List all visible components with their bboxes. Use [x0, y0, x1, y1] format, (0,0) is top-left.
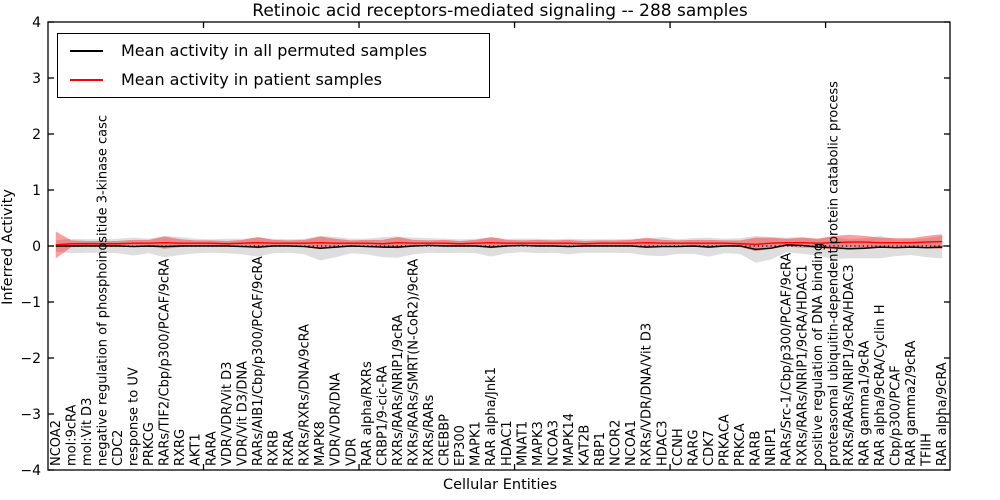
- x-category-label: RXRG: [173, 429, 188, 466]
- x-category-label: RAR gamma2/9cRA: [904, 340, 919, 466]
- x-category-label: RXRs/VDR/DNA/Vit D3: [640, 323, 655, 466]
- x-category-label: RXRs/RARs/SMRT(N-CoR2)/9cRA: [406, 259, 421, 466]
- x-category-label: negative regulation of phosphoinositide …: [95, 115, 110, 466]
- x-category-label: RAR alpha/Jnk1: [484, 367, 499, 466]
- x-category-label: CDK7: [702, 430, 717, 466]
- x-category-label: RAR alpha/9cRA/Cyclin H: [873, 305, 888, 466]
- y-tick-label: 3: [32, 71, 41, 87]
- y-tick-label: 2: [32, 127, 41, 143]
- x-category-label: CCNH: [671, 428, 686, 466]
- x-category-label: KAT2B: [578, 425, 593, 466]
- x-category-label: TFIIH: [920, 433, 935, 467]
- x-category-label: RAR gamma1/9cRA: [857, 340, 872, 466]
- x-category-label: CRBP1/9-cic-RA: [375, 365, 390, 466]
- x-category-label: MAPK1: [469, 421, 484, 466]
- y-tick-label: 4: [32, 15, 41, 31]
- x-category-label: AKT1: [189, 433, 204, 466]
- x-category-label: MAPK3: [531, 421, 546, 466]
- x-category-label: mol:Vit D3: [80, 398, 95, 466]
- legend-item-permuted: Mean activity in all permuted samples: [70, 42, 489, 60]
- x-category-label: RARA: [204, 431, 219, 466]
- x-category-label: CREBBP: [438, 414, 453, 466]
- legend-item-patient: Mean activity in patient samples: [70, 69, 489, 89]
- legend: Mean activity in all permuted samples Me…: [57, 33, 490, 98]
- x-category-label: NCOA2: [49, 420, 64, 466]
- x-category-label: RARs/Src-1/Cbp/p300/PCAF/9cRA: [780, 253, 795, 466]
- x-category-label: MAPK14: [562, 413, 577, 466]
- x-category-label: RAR alpha/9cRA: [935, 362, 950, 466]
- x-category-label: CDC2: [111, 430, 126, 466]
- x-category-label: RARG: [686, 429, 701, 466]
- x-category-label: PRKCG: [142, 422, 157, 466]
- x-category-label: VDR/VDR/DNA: [329, 373, 344, 466]
- x-category-label: MNAT1: [515, 421, 530, 466]
- x-category-label: NCOA1: [624, 420, 639, 466]
- x-category-label: RXRB: [267, 430, 282, 466]
- x-category-label: response to UV: [127, 367, 142, 466]
- x-category-label: RXRs/RXRs/DNA/9cRA: [298, 324, 313, 466]
- y-tick-label: −3: [20, 407, 41, 423]
- x-category-label: NCOA3: [546, 420, 561, 466]
- y-tick-label: −4: [20, 463, 41, 479]
- x-category-label: RARB: [749, 431, 764, 466]
- x-category-label: mol:9cRA: [64, 404, 79, 466]
- y-tick-label: 0: [32, 239, 41, 255]
- x-category-label: MAPK8: [313, 421, 328, 466]
- x-category-label: RXRs/RARs/NRIP1/9cRA: [391, 314, 406, 466]
- legend-line-red-icon: [70, 78, 103, 81]
- y-tick-label: −2: [20, 351, 41, 367]
- y-tick-label: −1: [20, 295, 41, 311]
- x-category-label: RAR alpha/RXRs: [360, 361, 375, 466]
- x-category-label: EP300: [453, 425, 468, 466]
- x-axis-label: Cellular Entities: [442, 477, 558, 493]
- x-category-label: RXRs/RARs/NRIP1/9cRA/HDAC1: [795, 264, 810, 466]
- x-category-label: RXRA: [282, 431, 297, 466]
- x-category-label: RARs/AIB1/Cbp/p300/PCAF/9cRA: [251, 256, 266, 466]
- x-category-label: Cbp/p300/PCAF: [889, 365, 904, 466]
- x-category-label: proteasomal ubiquitin-dependent protein …: [826, 81, 841, 466]
- x-category-label: RBP1: [593, 432, 608, 466]
- x-category-label: positive regulation of DNA binding: [811, 243, 826, 466]
- legend-line-black-icon: [70, 50, 103, 53]
- x-category-label: VDR: [344, 438, 359, 466]
- x-category-label: HDAC1: [500, 420, 515, 466]
- y-axis-label: Inferred Activity: [0, 189, 16, 305]
- x-category-label: PRKACA: [718, 414, 733, 466]
- x-category-label: VDR/Vit D3/DNA: [235, 361, 250, 466]
- x-category-label: NRIP1: [764, 427, 779, 466]
- x-category-label: HDAC3: [655, 420, 670, 466]
- x-category-label: RXRs/RARs: [422, 394, 437, 466]
- chart-title: Retinoic acid receptors-mediated signali…: [252, 1, 748, 21]
- x-category-label: VDR/VDR/Vit D3: [220, 362, 235, 466]
- x-category-label: PRKCA: [733, 423, 748, 466]
- legend-label-permuted: Mean activity in all permuted samples: [121, 41, 428, 61]
- x-category-label: RXRs/RARs/NRIP1/9cRA/HDAC3: [842, 264, 857, 466]
- legend-label-patient: Mean activity in patient samples: [121, 69, 382, 89]
- x-category-label: RARs/TIF2/Cbp/p300/PCAF/9cRA: [158, 259, 173, 466]
- x-category-label: NCOR2: [609, 420, 624, 466]
- y-tick-label: 1: [32, 183, 41, 199]
